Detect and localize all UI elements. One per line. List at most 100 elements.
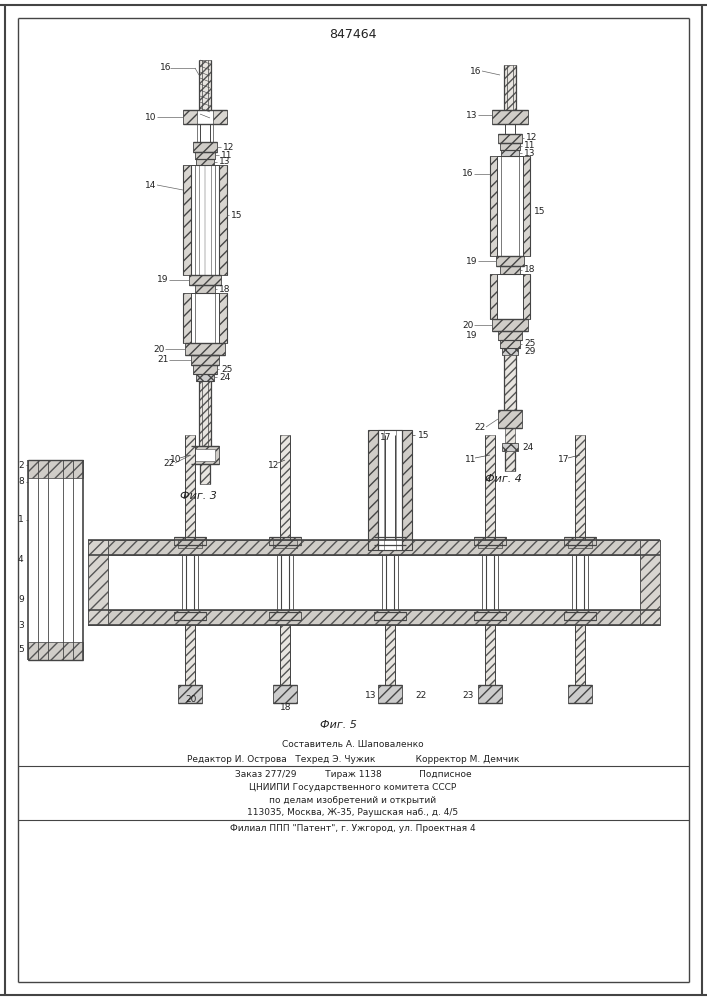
Bar <box>219 293 227 343</box>
Text: по делам изобретений и открытий: по делам изобретений и открытий <box>269 796 436 805</box>
Bar <box>478 685 502 703</box>
Bar <box>183 165 191 275</box>
Text: 16: 16 <box>470 66 481 76</box>
Bar <box>478 540 502 548</box>
Bar <box>88 540 108 625</box>
Bar <box>195 285 215 293</box>
Bar <box>485 625 495 685</box>
Text: Заказ 277/29          Тираж 1138             Подписное: Заказ 277/29 Тираж 1138 Подписное <box>235 770 472 779</box>
Bar <box>498 134 522 143</box>
Bar <box>564 612 596 620</box>
Bar <box>485 435 495 540</box>
Bar <box>500 143 520 150</box>
Bar <box>185 625 195 685</box>
Text: 22: 22 <box>163 458 174 468</box>
Text: 19: 19 <box>157 275 168 284</box>
Bar <box>374 537 406 545</box>
Bar <box>178 685 202 703</box>
Text: 25: 25 <box>524 340 535 349</box>
Bar <box>496 256 524 266</box>
Bar <box>280 435 290 540</box>
Bar <box>199 381 211 446</box>
Text: 18: 18 <box>280 704 291 712</box>
Bar <box>193 365 217 374</box>
Bar <box>492 319 528 331</box>
Bar <box>191 355 219 365</box>
Text: 25: 25 <box>221 364 233 373</box>
Text: 29: 29 <box>524 347 535 356</box>
Text: 17: 17 <box>380 434 392 442</box>
Text: 9: 9 <box>18 595 24 604</box>
Text: 15: 15 <box>534 207 546 216</box>
Text: 15: 15 <box>231 211 243 220</box>
Bar <box>28 460 83 478</box>
Text: 16: 16 <box>160 64 172 73</box>
Bar <box>269 612 301 620</box>
Text: 8: 8 <box>18 478 24 487</box>
Text: 20: 20 <box>153 344 164 354</box>
Bar <box>183 293 191 343</box>
Bar <box>498 410 522 428</box>
Text: 11: 11 <box>524 141 535 150</box>
Bar <box>568 685 592 703</box>
Text: 22: 22 <box>415 690 426 700</box>
Bar <box>191 446 219 464</box>
Bar <box>28 642 83 660</box>
Text: 20: 20 <box>462 320 474 330</box>
Bar <box>504 355 516 410</box>
Bar <box>502 443 518 451</box>
Text: 13: 13 <box>524 148 535 157</box>
Text: 12: 12 <box>268 460 279 470</box>
Text: 113035, Москва, Ж-35, Раушская наб., д. 4/5: 113035, Москва, Ж-35, Раушская наб., д. … <box>247 808 459 817</box>
Bar <box>368 430 412 550</box>
Bar <box>200 464 210 484</box>
Text: 13: 13 <box>365 690 377 700</box>
Bar <box>492 110 528 124</box>
Bar <box>490 156 497 256</box>
Text: 22: 22 <box>474 422 485 432</box>
Bar <box>269 537 301 545</box>
Bar <box>174 612 206 620</box>
Bar <box>504 65 516 110</box>
Bar <box>498 331 522 340</box>
Bar <box>197 110 213 124</box>
Bar <box>273 685 297 703</box>
Bar <box>195 152 215 159</box>
Text: Фиг. 3: Фиг. 3 <box>180 491 217 501</box>
Bar <box>474 612 506 620</box>
Text: 16: 16 <box>462 169 474 178</box>
Bar <box>500 340 520 348</box>
Bar <box>497 274 523 319</box>
Bar <box>189 275 221 285</box>
Bar <box>219 165 227 275</box>
Text: 13: 13 <box>219 157 230 166</box>
Text: 15: 15 <box>418 430 429 440</box>
Text: 13: 13 <box>466 110 477 119</box>
Text: ЦНИИПИ Государственного комитета СССР: ЦНИИПИ Государственного комитета СССР <box>250 783 457 792</box>
Text: 12: 12 <box>223 142 235 151</box>
Text: Фиг. 5: Фиг. 5 <box>320 720 357 730</box>
Bar <box>88 540 660 555</box>
Bar <box>280 625 290 685</box>
Text: 1: 1 <box>18 516 24 524</box>
Bar <box>196 374 214 381</box>
Bar <box>385 625 395 685</box>
Bar <box>640 540 660 625</box>
Bar <box>523 274 530 319</box>
Bar <box>502 348 518 355</box>
Bar <box>196 159 214 165</box>
Text: 847464: 847464 <box>329 28 377 41</box>
Bar <box>195 449 215 461</box>
Text: Составитель А. Шаповаленко: Составитель А. Шаповаленко <box>282 740 423 749</box>
Bar <box>183 110 227 124</box>
Bar <box>378 540 402 548</box>
Bar <box>474 537 506 545</box>
Text: 20: 20 <box>185 696 197 704</box>
Bar <box>191 293 219 343</box>
Text: 23: 23 <box>462 690 474 700</box>
Bar <box>497 156 523 256</box>
Bar <box>575 625 585 685</box>
Text: 3: 3 <box>18 620 24 630</box>
Text: 10: 10 <box>170 456 182 464</box>
Bar <box>185 435 195 540</box>
